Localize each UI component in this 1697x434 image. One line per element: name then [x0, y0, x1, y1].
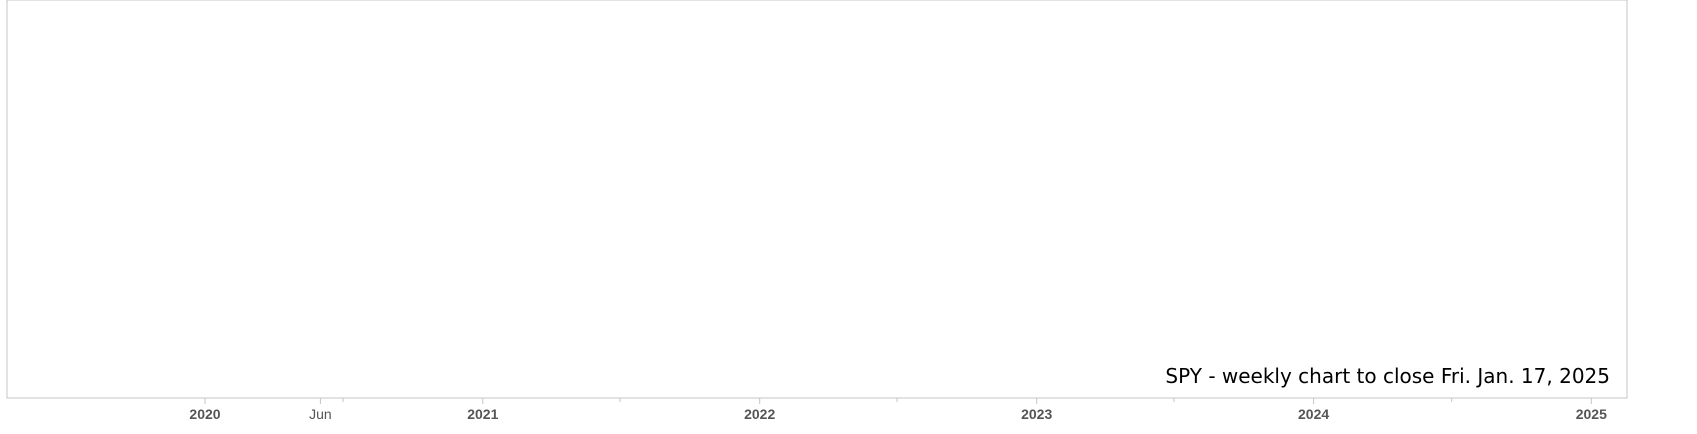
- time-tick-label: 2022: [744, 406, 775, 422]
- chart-caption: SPY - weekly chart to close Fri. Jan. 17…: [1165, 364, 1610, 388]
- time-tick-label: 2025: [1576, 406, 1607, 422]
- time-tick-label: Jun: [309, 406, 332, 422]
- time-tick-label: 2024: [1298, 406, 1329, 422]
- time-tick-label: 2021: [467, 406, 498, 422]
- time-tick-label: 2020: [189, 406, 220, 422]
- time-tick-label: 2023: [1021, 406, 1052, 422]
- time-axis: 2020 Jun 2021 2022 2023 2024 2025: [7, 397, 1627, 422]
- price-axis: 215.00245.00285.00345.00420.00500.00: [1626, 0, 1628, 398]
